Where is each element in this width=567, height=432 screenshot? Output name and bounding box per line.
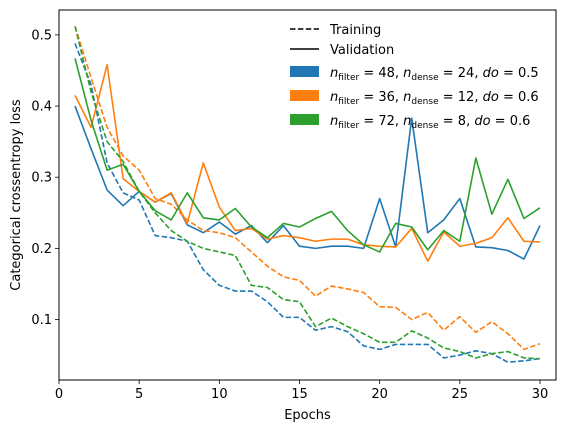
legend: Training Validation nfilter = 48, ndense… (290, 23, 539, 131)
x-axis-label: Epochs (284, 408, 331, 423)
config-2-training-line (74, 26, 541, 351)
y-tick-label: 0.3 (31, 171, 52, 186)
y-tick-label: 0.4 (31, 100, 52, 115)
series-layer (74, 26, 541, 364)
y-axis-label: Categorical crossentropy loss (9, 99, 24, 291)
legend-config-2-dropout: 0.6 (518, 90, 539, 105)
x-tick-label: 30 (532, 387, 549, 402)
y-tick-label: 0.1 (31, 313, 52, 328)
plot-frame (58, 9, 557, 381)
legend-config-2-nfilter: 36 (378, 90, 395, 105)
x-tick-label: 0 (55, 387, 63, 402)
x-tick-label: 5 (135, 387, 143, 402)
legend-config-3-dropout: 0.6 (510, 114, 531, 129)
legend-config-2-label: nfilter = 36, ndense = 12, do = 0.6 (330, 90, 539, 107)
legend-training-label: Training (329, 23, 381, 38)
legend-config-3-ndense: 8 (458, 114, 466, 129)
y-tick-label: 0.5 (31, 28, 52, 43)
y-tick-label: 0.2 (31, 242, 52, 257)
x-tick-label: 15 (291, 387, 308, 402)
legend-config-2-swatch (290, 90, 319, 101)
legend-config-1-label: nfilter = 48, ndense = 24, do = 0.5 (330, 66, 539, 83)
legend-config-3-swatch (290, 114, 319, 125)
legend-config-3-nfilter: 72 (378, 114, 395, 129)
legend-config-1-dropout: 0.5 (518, 66, 539, 81)
legend-config-1-swatch (290, 66, 319, 77)
x-tick-label: 25 (452, 387, 469, 402)
legend-validation-label: Validation (330, 43, 394, 58)
legend-config-2-ndense: 12 (458, 90, 475, 105)
config-3-training-line (74, 26, 541, 360)
x-tick-label: 10 (211, 387, 228, 402)
config-1-training-line (74, 43, 541, 364)
ticks-layer: 0 5 10 15 20 25 30 0.1 0.2 0.3 0.4 0.5 (31, 28, 548, 402)
legend-config-3-label: nfilter = 72, ndense = 8, do = 0.6 (330, 114, 530, 131)
legend-config-1-nfilter: 48 (378, 66, 395, 81)
legend-config-1-ndense: 24 (458, 66, 475, 81)
x-tick-label: 20 (371, 387, 388, 402)
config-3-validation-line (74, 58, 541, 253)
config-2-validation-line (74, 63, 541, 262)
